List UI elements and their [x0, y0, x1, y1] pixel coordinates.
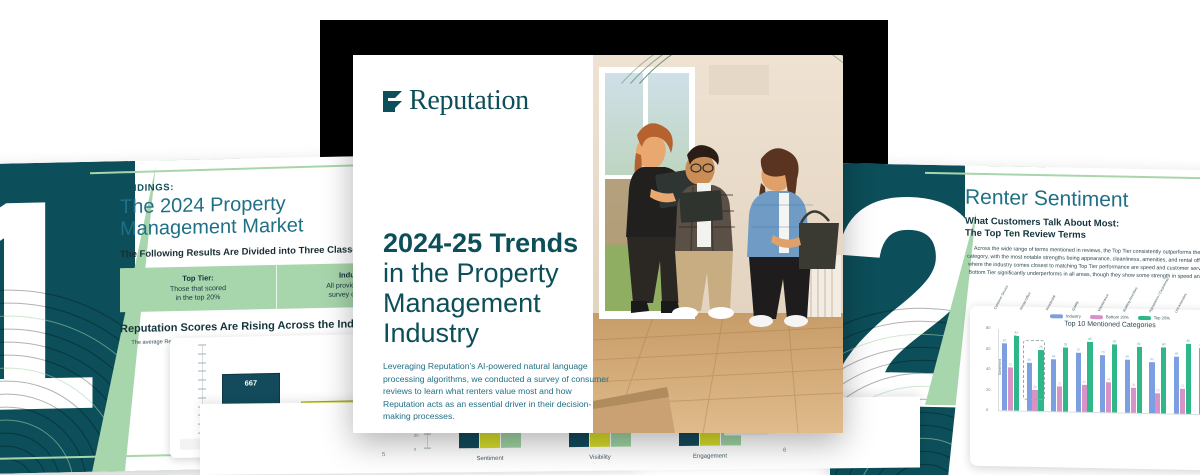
bar-industry: 64 [1051, 354, 1057, 412]
bar-top-20-: 80 [1161, 343, 1167, 414]
bar-bottom-20-: 52 [1007, 363, 1014, 411]
right-page-body-text: Across the wide range of terms mentioned… [967, 245, 1200, 281]
bar-bottom-20-: 33 [1081, 380, 1087, 412]
class-name-top-tier: Top Tier: [182, 273, 214, 283]
bar-value-label: 69 [1174, 352, 1179, 357]
cover-title: 2024-25 Trends in the Property Managemen… [383, 228, 608, 348]
class-desc-top-tier-l1: Those that scored [169, 285, 227, 294]
bar-value-label: 80 [1161, 342, 1166, 347]
y-tick-label: 0 [986, 406, 989, 413]
category-label: Sentiment [476, 455, 504, 463]
left-page-title-line2: Management Market [120, 214, 304, 241]
y-tick-label: 0 [414, 446, 417, 452]
right-page-heading: What Customers Talk About Most: The Top … [965, 216, 1200, 245]
bar-value-label: 78 [1063, 342, 1068, 347]
bar-top-20-: 85 [1087, 337, 1093, 413]
bar-value-label: 91 [1014, 330, 1018, 335]
top-10-categories-chart-card: Industry Bottom 20% Top 20% Top 10 Mention… [970, 277, 1200, 472]
bar-value-label: 65 [1125, 354, 1130, 359]
bar-value-label: 81 [1137, 341, 1141, 346]
bar-value-label: 83 [1112, 339, 1117, 344]
bar-value-label: 85 [1088, 337, 1092, 342]
bar-top-20-: 91 [1013, 331, 1019, 411]
decorative-arcs [581, 55, 701, 433]
bar-bottom-20-: 31 [1179, 383, 1185, 414]
middle-page-number-right: 6 [783, 447, 787, 454]
cover-paragraph: Leveraging Reputation's AI-powered natur… [383, 361, 609, 421]
cover-title-line3: Management [383, 288, 541, 318]
category-label: Engagement [692, 453, 728, 460]
mid-chart-category-labels: Sentiment Visibility Engagement [435, 453, 765, 462]
y-tick-label: 20 [986, 386, 991, 392]
class-desc-top-tier-l2: in the top 20% [175, 294, 221, 303]
right-page-title: Renter Sentiment [965, 185, 1129, 212]
cover-title-line4: Industry [383, 318, 480, 348]
dashed-highlight-box [1023, 339, 1045, 401]
bar-bottom-20-: 36 [1106, 378, 1112, 413]
bar-group: 82 52 91 [1002, 331, 1019, 411]
cover-title-bold: 2024-25 Trends [383, 228, 579, 258]
y-tick-label: 20 [414, 432, 419, 438]
bar-industry: 70 [1100, 350, 1106, 413]
bar-value-label: 70 [1101, 349, 1105, 354]
legend-item: Top 20% [1137, 315, 1170, 321]
bar-bottom-20-: 30 [1130, 383, 1136, 413]
bar-top-20-: 81 [1136, 341, 1142, 413]
bar-top-20-: 78 [1062, 343, 1069, 412]
bar-group: 69 31 85 [1173, 339, 1191, 414]
bar-value-label: 64 [1051, 353, 1056, 358]
class-cell-top-tier: Top Tier: Those that scored in the top 2… [120, 264, 277, 313]
bar-value-label: 62 [1150, 357, 1154, 362]
bar-group: 62 25 80 [1149, 343, 1167, 414]
y-tick-label: 40 [986, 365, 991, 372]
bar-industry: 82 [1002, 338, 1008, 411]
reputation-logo-mark-icon [383, 90, 402, 112]
bar-bottom-20-: 31 [1057, 381, 1063, 412]
brand-lockup: Reputation [383, 85, 529, 117]
bar-value-label: 82 [1002, 338, 1007, 343]
right-page-heading-line2: The Top Ten Review Terms [965, 227, 1086, 241]
bar-bottom-20-: 25 [1155, 388, 1161, 414]
bar-group: 70 36 83 [1100, 339, 1118, 413]
bar-value-label: 667 [244, 378, 258, 388]
brand-name: Reputation [409, 85, 529, 116]
bar-value-label: 72 [1076, 347, 1080, 352]
top-10-chart-plot: Sentiment 82 52 91 58 26 75 64 31 78 72 33 85 70 36 83… [986, 325, 1200, 416]
cover-card: Reputation 2024-25 Trends in the Propert… [353, 55, 843, 433]
bar-top-20-: 85 [1185, 339, 1191, 414]
cover-title-line2: in the Property [383, 258, 559, 288]
bar-top-20-: 83 [1112, 339, 1118, 413]
bar-value-label: 80 [1196, 343, 1200, 347]
legend-item: Bottom 20% [1089, 314, 1129, 320]
bar-group: 72 33 85 [1075, 337, 1093, 413]
category-label: Visibility [589, 454, 611, 461]
bar-group: 65 30 81 [1124, 341, 1142, 413]
bar-value-label: 85 [1186, 339, 1190, 344]
bar-group: 64 31 78 [1051, 343, 1069, 412]
legend-item: Industry [1049, 313, 1081, 319]
y-tick-label: 60 [986, 345, 991, 351]
right-page-content: Renter Sentiment What Customers Talk Abo… [965, 186, 1200, 282]
middle-page-number-left: 5 [382, 452, 386, 459]
y-tick-label: 80 [986, 324, 991, 331]
